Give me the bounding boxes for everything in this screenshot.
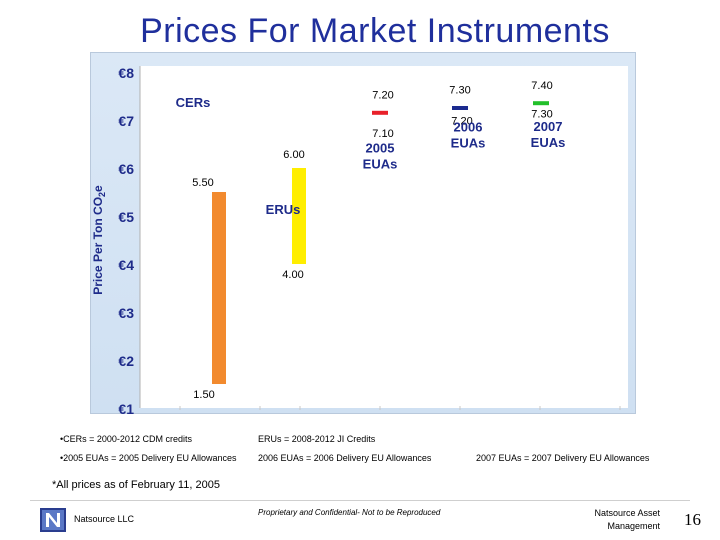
asset-label-line2: Management	[607, 521, 660, 531]
asset-label-line1: Natsource Asset	[594, 508, 660, 518]
series-name-label: 2006 EUAs	[451, 120, 486, 151]
asset-management-label: Natsource Asset Management	[580, 507, 660, 533]
footnote-cers: •CERs = 2000-2012 CDM credits	[60, 434, 192, 444]
series-name-line: CERs	[176, 95, 211, 110]
range-marker-2	[372, 110, 388, 115]
series-name-line: 2006	[454, 120, 483, 135]
y-tick-label: €2	[118, 353, 134, 369]
prices-as-of-note: *All prices as of February 11, 2005	[52, 479, 220, 491]
company-name: Natsource LLC	[74, 514, 135, 524]
price-range-chart: €1 €2 €3 €4 €5 €6 €7 €8 Price Per Ton CO2e 5.50 1.…	[91, 65, 628, 414]
range-marker-4	[533, 101, 549, 106]
footnote-2006-euas: 2006 EUAs = 2006 Delivery EU Allowances	[258, 453, 432, 463]
y-tick-label: €6	[118, 161, 134, 177]
y-tick-label: €7	[118, 113, 134, 129]
high-price-label: 7.40	[531, 80, 552, 92]
y-axis-subscript: 2	[97, 192, 107, 197]
high-price-label: 5.50	[192, 177, 213, 189]
y-axis-suffix: e	[91, 185, 105, 192]
footnote-2007-euas: 2007 EUAs = 2007 Delivery EU Allowances	[476, 453, 650, 463]
range-bar-1	[292, 168, 306, 264]
series-name-line: EUAs	[451, 136, 486, 151]
series-name-line: EUAs	[531, 135, 566, 150]
low-price-label: 4.00	[282, 269, 303, 281]
low-price-label: 1.50	[193, 389, 214, 401]
high-price-label: 7.20	[372, 89, 393, 101]
y-tick-label: €4	[118, 257, 134, 273]
footer-divider	[30, 500, 690, 501]
y-axis-title: Price Per Ton CO2e	[91, 185, 107, 295]
high-price-label: 7.30	[449, 85, 470, 97]
range-marker-3	[452, 106, 468, 110]
range-bar-0	[212, 192, 226, 384]
footnote-erus: ERUs = 2008-2012 JI Credits	[258, 434, 376, 444]
series-name-line: 2005	[366, 140, 395, 155]
series-name-label: ERUs	[266, 202, 301, 217]
low-price-label: 7.10	[372, 128, 393, 140]
slide-title: Prices For Market Instruments	[140, 12, 610, 50]
series-name-label: 2005 EUAs	[363, 140, 398, 171]
confidential-notice: Proprietary and Confidential- Not to be …	[258, 508, 441, 517]
series-name-line: 2007	[534, 119, 563, 134]
series-name-label: 2007 EUAs	[531, 119, 566, 150]
page-number: 16	[684, 510, 701, 529]
series-name-line: EUAs	[363, 156, 398, 171]
y-tick-label: €3	[118, 305, 134, 321]
low-price-label: 7.20	[451, 115, 472, 127]
series-name-line: ERUs	[266, 202, 301, 217]
series-name-label: CERs	[176, 95, 211, 110]
footnote-2005-euas: •2005 EUAs = 2005 Delivery EU Allowances	[60, 453, 237, 463]
high-price-label: 6.00	[283, 149, 304, 161]
y-tick-label: €1	[118, 401, 134, 414]
natsource-logo-icon	[40, 508, 66, 532]
y-tick-label: €5	[118, 209, 134, 225]
y-tick-label: €8	[118, 65, 134, 81]
low-price-label: 7.30	[531, 109, 552, 121]
